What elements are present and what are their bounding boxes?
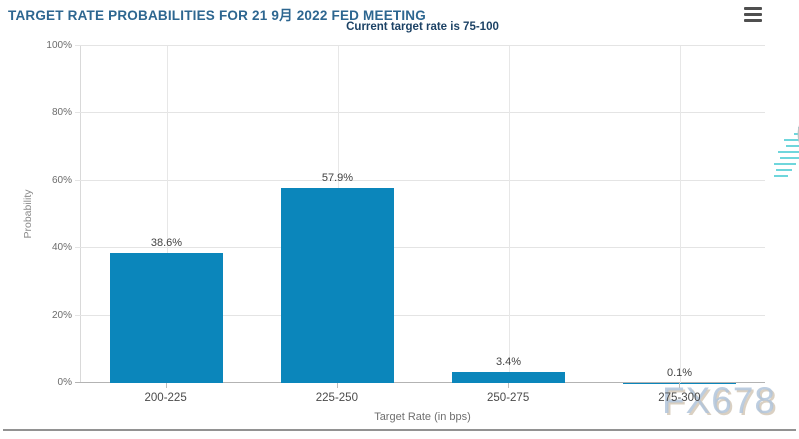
bar-value-label: 0.1%	[666, 366, 693, 379]
logo-dash-lines	[774, 127, 799, 177]
y-tick-label: 80%	[51, 107, 72, 119]
y-tick-label: 20%	[51, 309, 72, 321]
h-gridline	[75, 179, 765, 181]
chart-subtitle: Current target rate is 75-100	[346, 21, 499, 33]
y-tick-label: 60%	[51, 174, 72, 186]
x-axis-title: Target Rate (in bps)	[374, 411, 471, 423]
v-gridline	[508, 46, 510, 383]
h-gridline	[75, 314, 765, 316]
x-tick	[508, 383, 510, 388]
hamburger-menu-icon	[744, 7, 762, 10]
category-label: 200-225	[144, 392, 187, 404]
category-cell: 0.1%	[594, 46, 765, 383]
y-tick-label: 100%	[46, 40, 72, 51]
v-gridline	[679, 46, 681, 383]
bar-value-label: 3.4%	[495, 355, 522, 368]
category-label: 250-275	[487, 392, 530, 404]
hamburger-menu-icon	[744, 13, 762, 16]
category-label: 225-250	[315, 392, 358, 404]
bottom-divider	[3, 429, 796, 431]
h-gridline	[75, 247, 765, 249]
h-gridline	[75, 112, 765, 114]
bar[interactable]	[110, 252, 223, 383]
bar-value-label: 57.9%	[321, 171, 354, 184]
category-label: 275-300	[658, 392, 701, 404]
x-tick	[165, 383, 167, 388]
menu-button[interactable]	[744, 7, 762, 22]
x-tick	[679, 383, 681, 388]
plot-area: Q 38.6% 57.9% 3.4% 0.1%	[75, 45, 799, 383]
bar[interactable]	[281, 187, 394, 383]
bar-value-label: 38.6%	[150, 236, 183, 249]
chart-title: TARGET RATE PROBABILITIES FOR 21 9月 2022…	[8, 8, 426, 23]
category-cell: 57.9%	[252, 46, 423, 383]
h-gridline	[75, 382, 765, 383]
bar[interactable]	[452, 371, 565, 383]
x-tick	[336, 383, 338, 388]
y-tick-label: 40%	[51, 242, 72, 254]
category-cell: 38.6%	[81, 46, 252, 383]
category-cell: 3.4%	[423, 46, 594, 383]
v-gridline	[166, 46, 168, 383]
h-gridline	[75, 45, 765, 46]
y-tick-label: 0%	[57, 377, 72, 388]
hamburger-menu-icon	[744, 19, 762, 22]
quikstrike-logo-watermark: Q	[772, 96, 799, 186]
logo-q-letter: Q	[795, 106, 799, 164]
